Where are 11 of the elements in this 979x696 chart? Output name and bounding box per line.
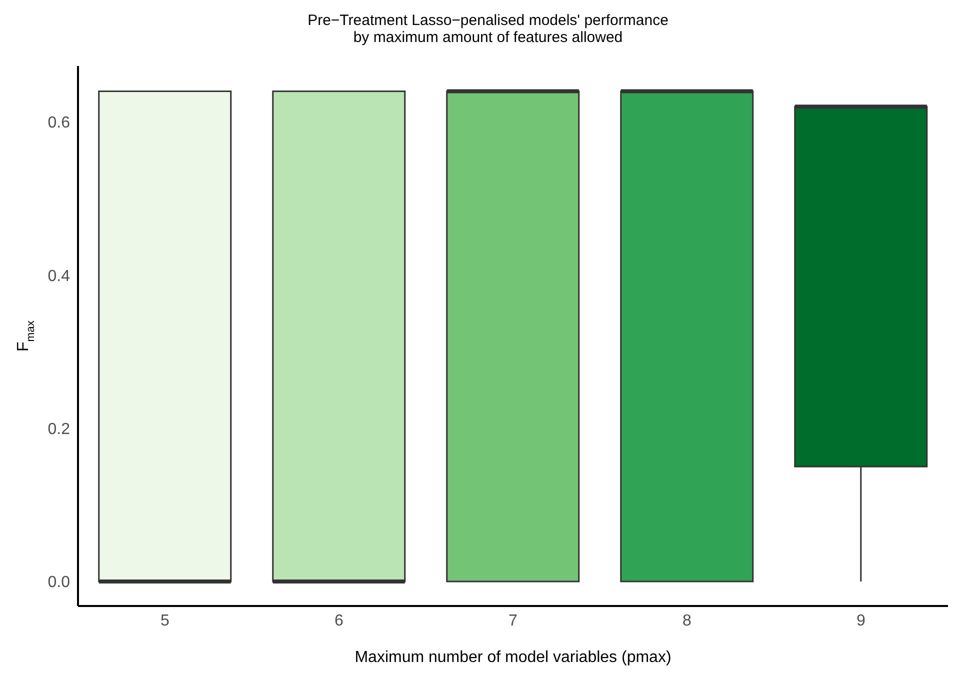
x-tick-label: 8 xyxy=(682,612,692,630)
y-tick-label: 0.4 xyxy=(48,268,70,285)
x-axis-title: Maximum number of model variables (pmax) xyxy=(354,649,672,666)
x-tick-label: 6 xyxy=(334,612,344,630)
x-tick-label: 7 xyxy=(508,612,518,630)
chart-title: Pre−Treatment Lasso−penalised models' performance by maximum amount of features allowed xyxy=(306,12,670,46)
y-tick-label: 0.2 xyxy=(48,420,70,438)
x-tick-label: 5 xyxy=(160,612,170,630)
y-tick-label: 0.0 xyxy=(48,574,70,592)
x-tick-label: 9 xyxy=(856,612,866,630)
y-tick-label: 0.6 xyxy=(48,114,70,132)
